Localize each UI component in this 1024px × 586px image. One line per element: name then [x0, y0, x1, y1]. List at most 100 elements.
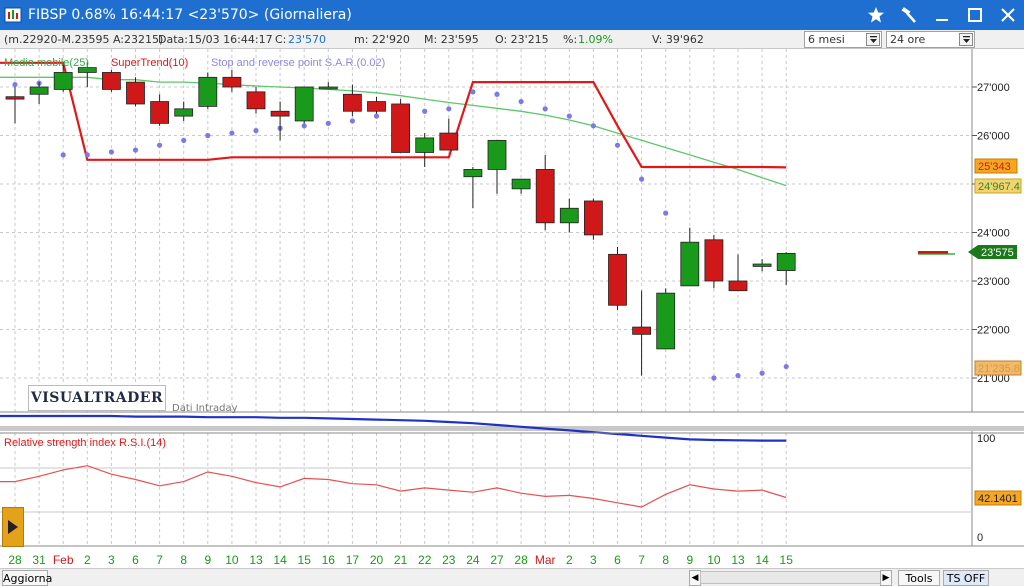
- x-tick-label: 7: [156, 553, 163, 567]
- candle-body: [367, 101, 386, 112]
- sar-dot: [639, 176, 645, 182]
- interval-select[interactable]: 24 ore: [886, 31, 975, 48]
- supertrend-price-tag: 25'343: [978, 161, 1011, 173]
- sar-dot: [132, 147, 139, 153]
- price-chart[interactable]: 27'00026'00025'00024'00023'00022'00021'0…: [0, 49, 1024, 568]
- x-tick-label: 23: [442, 553, 456, 567]
- candle-body: [728, 280, 748, 292]
- y-tick-label: 26'000: [977, 131, 1010, 143]
- sar-dot: [12, 81, 18, 88]
- sar-dot: [590, 123, 597, 129]
- candle-body: [198, 76, 218, 107]
- period-select[interactable]: 6 mesi: [804, 31, 882, 48]
- rsi-legend[interactable]: Relative strength index R.S.I.(14): [4, 437, 166, 449]
- x-tick-label: 3: [590, 553, 597, 567]
- pct-label: %:: [563, 33, 578, 46]
- title-bar: FIBSP 0.68% 16:44:17 <23'570> (Giornalie…: [0, 0, 1024, 30]
- maximize-icon[interactable]: [958, 0, 991, 30]
- interval-dropdown-icon[interactable]: [959, 33, 973, 46]
- horizontal-scrollbar[interactable]: [700, 571, 892, 584]
- candle-body: [77, 67, 97, 73]
- candle-body: [511, 178, 531, 190]
- candle-body: [415, 137, 435, 153]
- candle-body: [439, 132, 459, 151]
- candle-body: [776, 252, 796, 271]
- supertrend-legend[interactable]: SuperTrend(10): [111, 57, 188, 69]
- sar-dot: [566, 113, 572, 119]
- x-tick-label: 15: [298, 553, 312, 567]
- ts-toggle-button[interactable]: TS OFF: [943, 570, 989, 586]
- ma-legend[interactable]: Media mobile(25): [4, 57, 89, 69]
- y-tick-label: 23'000: [977, 276, 1010, 288]
- tools-hammer-icon[interactable]: [892, 0, 925, 30]
- x-tick-label: 2: [84, 553, 91, 567]
- chevron-right-icon: [8, 520, 18, 534]
- rsi-line: [0, 465, 787, 508]
- quote-info-bar: (m.22920-M.23595 A:23215) Data:15/03 16:…: [0, 30, 1024, 49]
- x-tick-label: 28: [8, 553, 22, 567]
- candle-body: [126, 81, 145, 105]
- ma-price-tag: 24'967.4: [978, 181, 1020, 193]
- price-axis: 27'00026'00025'00024'00023'00022'00021'0…: [972, 82, 1010, 385]
- last-price-tag: 23'575: [981, 247, 1014, 259]
- sar-dot: [157, 142, 163, 148]
- date-axis: 28 31 Feb 2 3 6 7 8 9 10 13 14 15 16 17 20 21 22 23 24 27 28 M…: [8, 553, 793, 567]
- candle-body: [656, 292, 676, 350]
- sar-dot: [373, 113, 380, 119]
- candle-body: [535, 169, 555, 224]
- candle-body: [680, 241, 700, 287]
- sar-legend[interactable]: Stop and reverse point S.A.R.(0.02): [211, 57, 385, 69]
- sar-dot: [84, 152, 90, 158]
- x-tick-label: 9: [204, 553, 211, 567]
- visualtrader-logo: VISUALTRADER: [28, 385, 166, 411]
- x-tick-label: 10: [707, 553, 721, 567]
- period-dropdown-icon[interactable]: [866, 33, 880, 46]
- candle-body: [559, 207, 579, 224]
- rsi-tick-label: 100: [977, 433, 995, 445]
- sub-indicator-panel: [0, 411, 1024, 442]
- sar-dot: [325, 120, 331, 126]
- sar-dot: [60, 152, 66, 158]
- x-tick-label: 14: [273, 553, 287, 567]
- sar-dot: [422, 108, 428, 114]
- x-tick-label: 13: [249, 553, 263, 567]
- x-tick-label: 14: [755, 553, 769, 567]
- favorite-star-icon[interactable]: [859, 0, 892, 30]
- indicator-overlays: [0, 61, 789, 381]
- date-label: Data:15/03 16:44:17: [158, 33, 273, 46]
- tools-button[interactable]: Tools: [898, 570, 940, 586]
- candle-body: [222, 76, 242, 88]
- x-tick-label: 10: [225, 553, 239, 567]
- candle-body: [318, 86, 338, 90]
- x-tick-label: 16: [322, 553, 336, 567]
- min-label: m: 22'920: [354, 33, 410, 46]
- x-tick-label: 8: [662, 553, 669, 567]
- minimize-icon[interactable]: [925, 0, 958, 30]
- x-tick-label: Mar: [535, 553, 556, 567]
- refresh-button[interactable]: Aggiorna: [2, 570, 53, 586]
- candle-body: [102, 72, 121, 90]
- candle-body: [342, 93, 362, 112]
- candlesticks: [5, 62, 796, 376]
- candle-body: [704, 239, 724, 282]
- interval-value: 24 ore: [890, 33, 926, 46]
- x-tick-label: 9: [686, 553, 693, 567]
- x-tick-label: 8: [180, 553, 187, 567]
- sar-dot: [711, 375, 717, 381]
- rsi-panel: 0 100: [0, 432, 1024, 547]
- indicator-legend: Media mobile(25) SuperTrend(10) Stop and…: [4, 57, 385, 449]
- y-tick-label: 21'000: [977, 373, 1010, 385]
- x-tick-label: 27: [490, 553, 504, 567]
- app-icon: [4, 7, 22, 23]
- close-icon[interactable]: [991, 0, 1024, 30]
- x-tick-label: 7: [638, 553, 645, 567]
- sar-dot: [181, 137, 187, 143]
- candle-body: [270, 110, 290, 117]
- x-tick-label: 6: [614, 553, 621, 567]
- x-tick-label: 28: [514, 553, 528, 567]
- sar-dot: [349, 118, 355, 124]
- candle-body: [5, 96, 25, 100]
- expand-panel-button[interactable]: [2, 507, 24, 547]
- sar-dot: [735, 372, 741, 379]
- scroll-right-button[interactable]: ▶: [880, 570, 892, 586]
